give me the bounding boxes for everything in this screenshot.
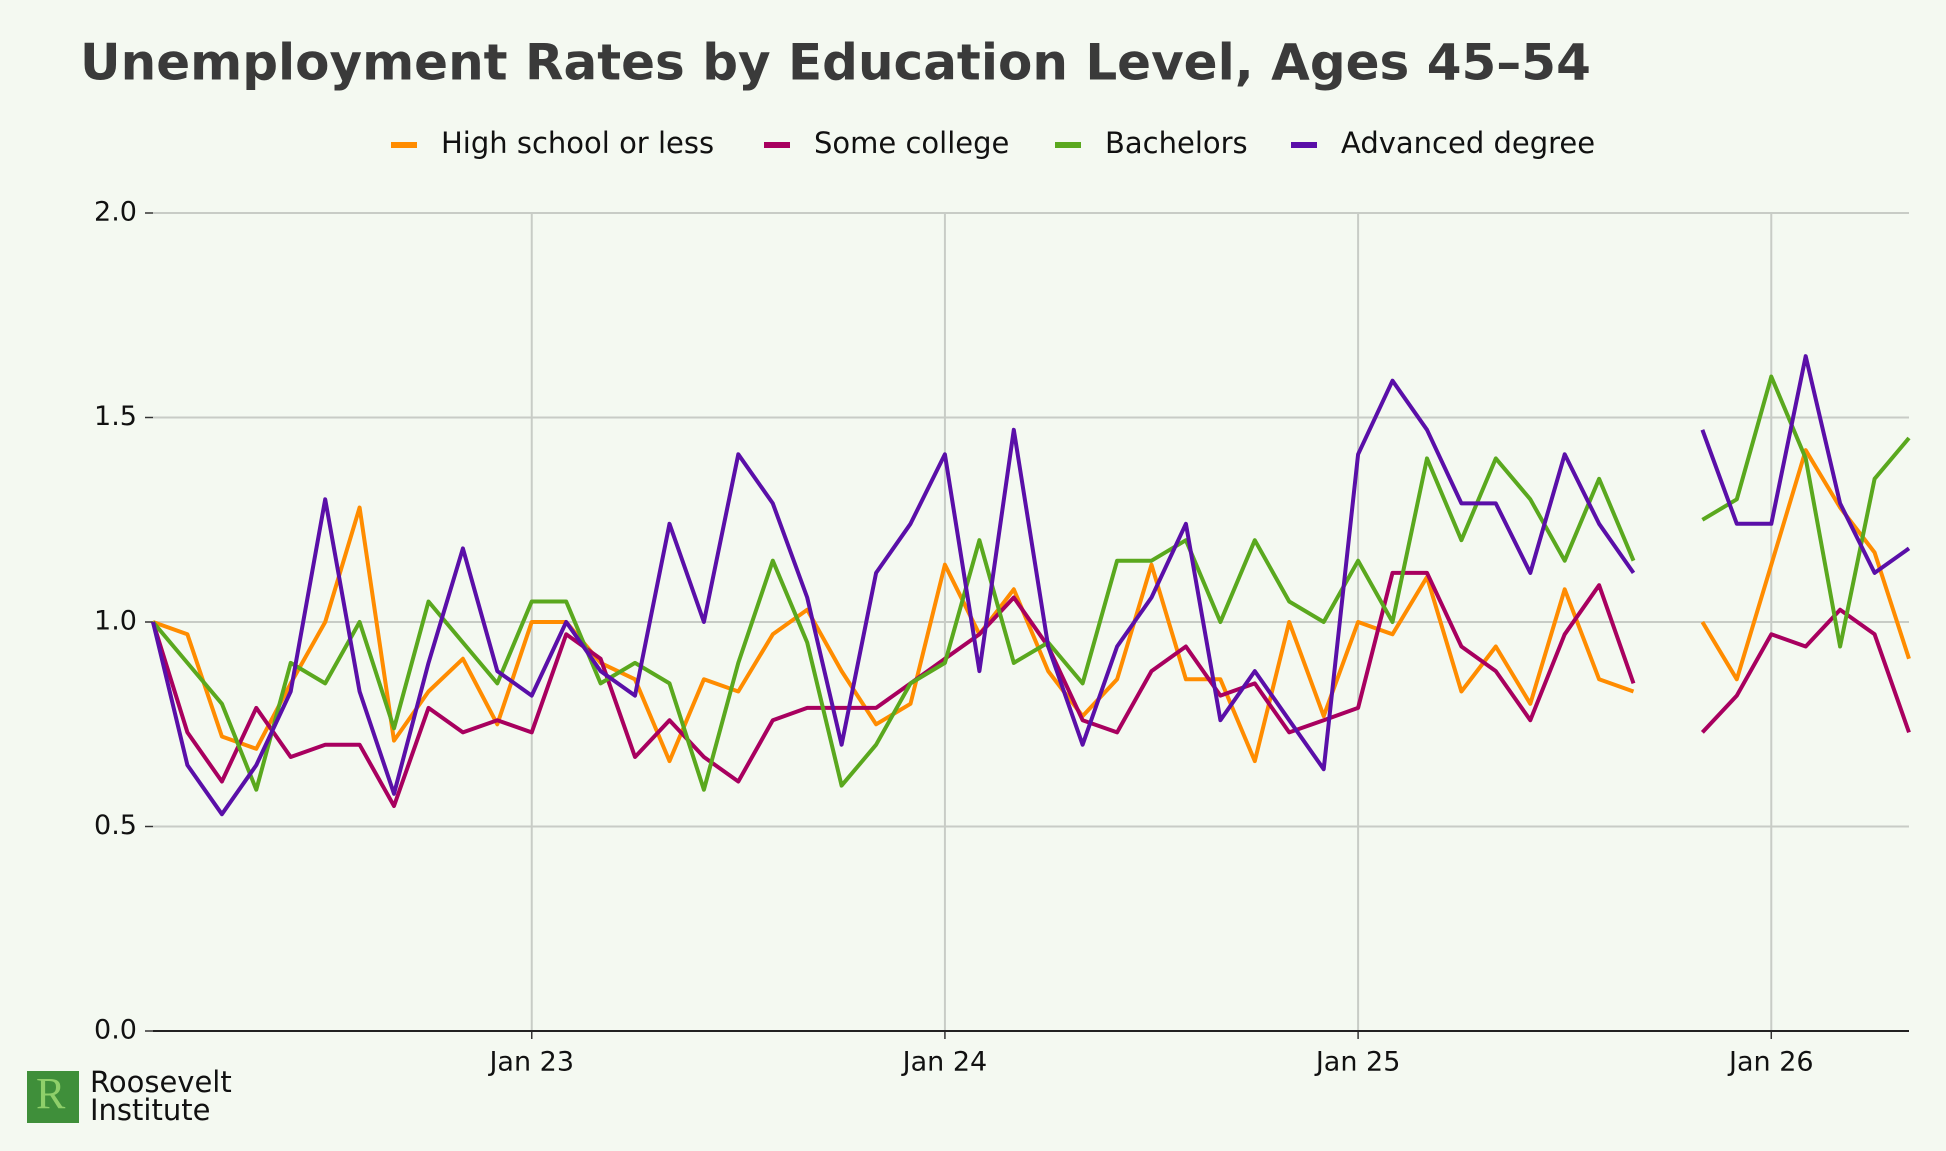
logo-mark — [27, 1071, 79, 1123]
x-tick-label: Jan 24 — [901, 1047, 988, 1078]
legend-label: Advanced degree — [1341, 126, 1595, 160]
y-tick-label: 0.5 — [94, 810, 137, 841]
x-tick-label: Jan 23 — [487, 1047, 574, 1078]
legend-label: High school or less — [441, 126, 714, 160]
y-tick-label: 0.0 — [94, 1015, 137, 1046]
logo-letter: R — [36, 1069, 66, 1118]
logo-text: Roosevelt — [90, 1065, 232, 1099]
logo: R Roosevelt Institute — [27, 1065, 232, 1127]
legend-label: Bachelors — [1105, 126, 1248, 160]
y-tick-label: 2.0 — [94, 197, 137, 228]
series-line — [151, 354, 1911, 817]
y-tick-label: 1.5 — [94, 401, 137, 432]
x-tick-label: Jan 26 — [1727, 1047, 1814, 1078]
y-tick-label: 1.0 — [94, 606, 137, 637]
logo-text: Institute — [90, 1093, 210, 1127]
legend-label: Some college — [814, 126, 1009, 160]
chart-title: Unemployment Rates by Education Level, A… — [80, 34, 1591, 92]
series-line — [151, 374, 1911, 792]
x-tick-label: Jan 25 — [1314, 1047, 1401, 1078]
series-line — [151, 570, 1911, 808]
